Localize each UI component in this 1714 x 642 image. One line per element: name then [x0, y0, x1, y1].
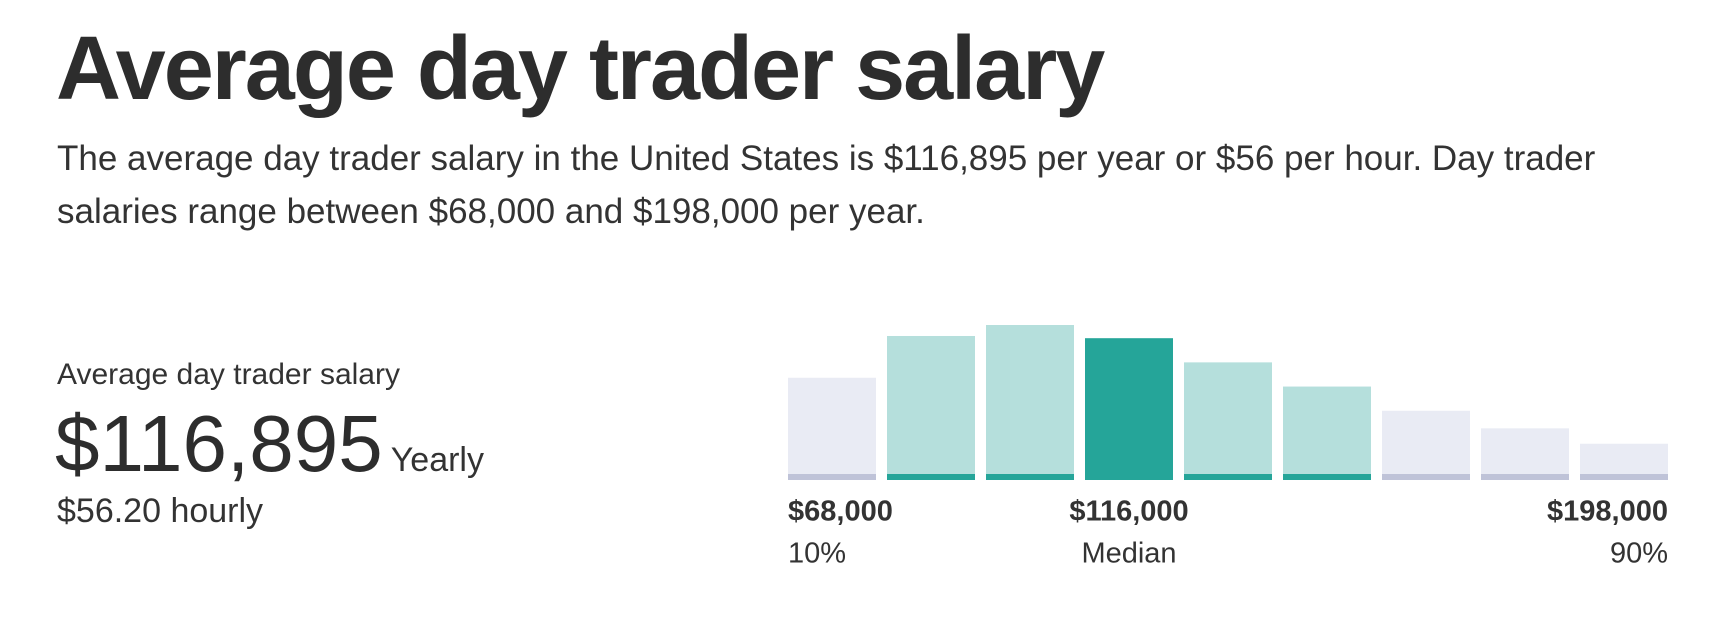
bar-base [1184, 474, 1272, 480]
bar [1382, 410, 1470, 480]
bar [1184, 362, 1272, 480]
salary-amount: $116,895 [55, 399, 383, 488]
marker-value: $116,000 [1069, 496, 1188, 528]
salary-period: Yearly [390, 441, 484, 479]
bar-base [1382, 474, 1470, 480]
bar-base [1085, 474, 1173, 480]
summary-label: Average day trader salary [57, 358, 400, 391]
bar [1085, 338, 1173, 480]
bar-base [986, 474, 1074, 480]
marker-label: 90% [1610, 538, 1668, 570]
bar-base [1283, 474, 1371, 480]
bar-base [1481, 474, 1569, 480]
bar [1481, 428, 1569, 480]
amount-row: $116,895 Yearly [55, 398, 484, 490]
page-title: Average day trader salary [56, 19, 1105, 119]
bar [788, 377, 876, 480]
bar-base [788, 474, 876, 480]
bar-base [887, 474, 975, 480]
marker-label: Median [1081, 538, 1176, 570]
marker-value: $68,000 [788, 496, 893, 528]
marker-label: 10% [788, 538, 846, 570]
bar [887, 335, 975, 480]
bar-base [1580, 474, 1668, 480]
bar [1580, 443, 1668, 480]
bar [1283, 386, 1371, 480]
marker-value: $198,000 [1547, 496, 1668, 528]
description: The average day trader salary in the Uni… [57, 139, 1596, 231]
hourly-rate: $56.20 hourly [57, 492, 264, 530]
bar [986, 325, 1074, 480]
